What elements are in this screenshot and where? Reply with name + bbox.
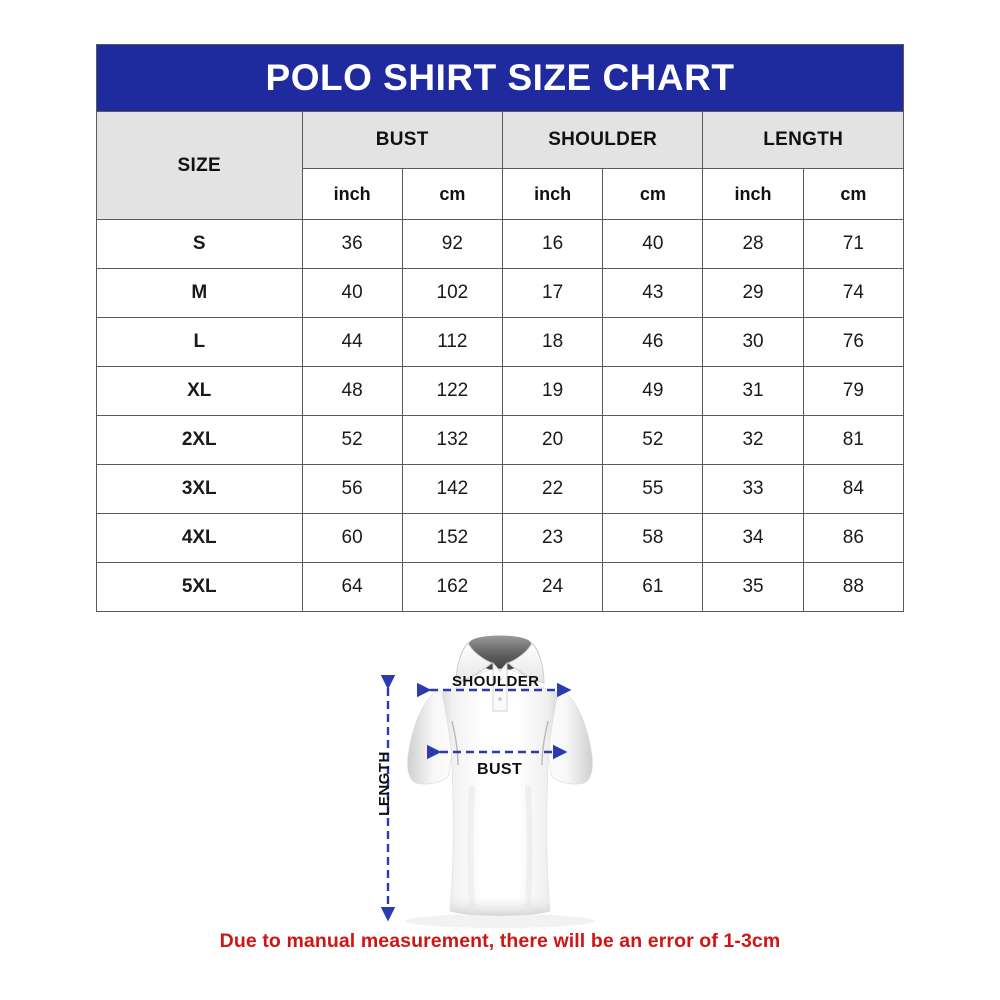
column-group-header-row: SIZE BUST SHOULDER LENGTH [96,111,904,220]
cell-bust-inch: 40 [301,268,403,318]
unit-shoulder-cm: cm [602,168,704,220]
cell-length-cm: 88 [802,562,905,612]
table-row: 2XL 52 132 20 52 32 81 [96,415,905,465]
cell-bust-inch: 52 [301,415,403,465]
table-row: M 40 102 17 43 29 74 [96,268,905,318]
cell-length-cm: 71 [802,219,905,269]
cell-bust-cm: 102 [401,268,503,318]
seam-left [451,720,459,766]
cell-size: 4XL [96,513,303,563]
cell-size: 3XL [96,464,303,514]
table-row: XL 48 122 19 49 31 79 [96,366,905,416]
cell-shoulder-inch: 22 [501,464,604,514]
header-shoulder: SHOULDER [501,111,704,169]
cell-bust-inch: 36 [301,219,403,269]
cell-length-inch: 32 [702,415,804,465]
chart-title-row: POLO SHIRT SIZE CHART [96,44,904,112]
measurement-diagram: SHOULDER BUST LENGTH [0,615,1000,945]
unit-shoulder-inch: inch [501,168,604,220]
unit-bust-cm: cm [401,168,503,220]
cell-shoulder-cm: 61 [602,562,704,612]
header-size: SIZE [96,111,303,220]
shoulder-label: SHOULDER [452,673,540,690]
cell-bust-cm: 112 [401,317,503,367]
cell-length-cm: 76 [802,317,905,367]
cell-size: L [96,317,303,367]
cell-shoulder-cm: 49 [602,366,704,416]
cell-bust-cm: 142 [401,464,503,514]
cell-bust-inch: 60 [301,513,403,563]
bust-label: BUST [477,761,523,778]
unit-bust-inch: inch [301,168,403,220]
table-row: L 44 112 18 46 30 76 [96,317,905,367]
cell-length-inch: 30 [702,317,804,367]
cell-size: M [96,268,303,318]
measurement-arrows [380,675,572,922]
page-title: POLO SHIRT SIZE CHART [265,57,735,98]
measurement-disclaimer: Due to manual measurement, there will be… [219,930,781,952]
cell-bust-inch: 48 [301,366,403,416]
cell-shoulder-inch: 18 [501,317,604,367]
size-chart-table: POLO SHIRT SIZE CHART SIZE BUST SHOULDER… [96,44,905,612]
collar-wing-left [455,642,493,684]
cell-length-inch: 35 [702,562,804,612]
cell-bust-cm: 122 [401,366,503,416]
cell-length-inch: 31 [702,366,804,416]
cell-length-cm: 86 [802,513,905,563]
cell-length-inch: 33 [702,464,804,514]
cell-shoulder-inch: 23 [501,513,604,563]
fold-left [467,784,475,908]
length-label: LENGTH [375,751,393,816]
cell-length-inch: 29 [702,268,804,318]
cell-length-inch: 34 [702,513,804,563]
cell-bust-inch: 64 [301,562,403,612]
size-chart-container: POLO SHIRT SIZE CHART SIZE BUST SHOULDER… [96,44,905,612]
table-row: S 36 92 16 40 28 71 [96,219,905,269]
header-length: LENGTH [702,111,904,169]
cell-size: XL [96,366,303,416]
cell-shoulder-cm: 46 [602,317,704,367]
cell-shoulder-cm: 55 [602,464,704,514]
unit-length-cm: cm [802,168,905,220]
collar-wing-right [507,642,545,684]
cell-bust-inch: 56 [301,464,403,514]
fold-right [525,784,533,908]
cell-shoulder-cm: 43 [602,268,704,318]
cell-shoulder-inch: 24 [501,562,604,612]
shirt-hem [450,891,550,916]
cell-shoulder-inch: 17 [501,268,604,318]
cell-length-cm: 79 [802,366,905,416]
chart-title-cell: POLO SHIRT SIZE CHART [96,44,904,112]
cell-shoulder-cm: 58 [602,513,704,563]
seam-right [541,720,549,766]
cell-bust-cm: 92 [401,219,503,269]
cell-shoulder-cm: 52 [602,415,704,465]
cell-size: 2XL [96,415,303,465]
shirt-shadow [405,914,595,928]
header-bust: BUST [301,111,503,169]
cell-shoulder-inch: 16 [501,219,604,269]
cell-size: S [96,219,303,269]
cell-bust-inch: 44 [301,317,403,367]
cell-length-cm: 84 [802,464,905,514]
table-row: 5XL 64 162 24 61 35 88 [96,562,905,612]
table-row: 3XL 56 142 22 55 33 84 [96,464,905,514]
cell-length-inch: 28 [702,219,804,269]
cell-bust-cm: 132 [401,415,503,465]
cell-shoulder-inch: 19 [501,366,604,416]
cell-length-cm: 74 [802,268,905,318]
button-bottom [498,697,502,701]
cell-shoulder-inch: 20 [501,415,604,465]
table-row: 4XL 60 152 23 58 34 86 [96,513,905,563]
cell-bust-cm: 162 [401,562,503,612]
unit-length-inch: inch [702,168,804,220]
units-header-row: inch cm inch cm inch cm [97,168,905,220]
button-top [498,677,502,681]
cell-bust-cm: 152 [401,513,503,563]
cell-length-cm: 81 [802,415,905,465]
cell-size: 5XL [96,562,303,612]
cell-shoulder-cm: 40 [602,219,704,269]
